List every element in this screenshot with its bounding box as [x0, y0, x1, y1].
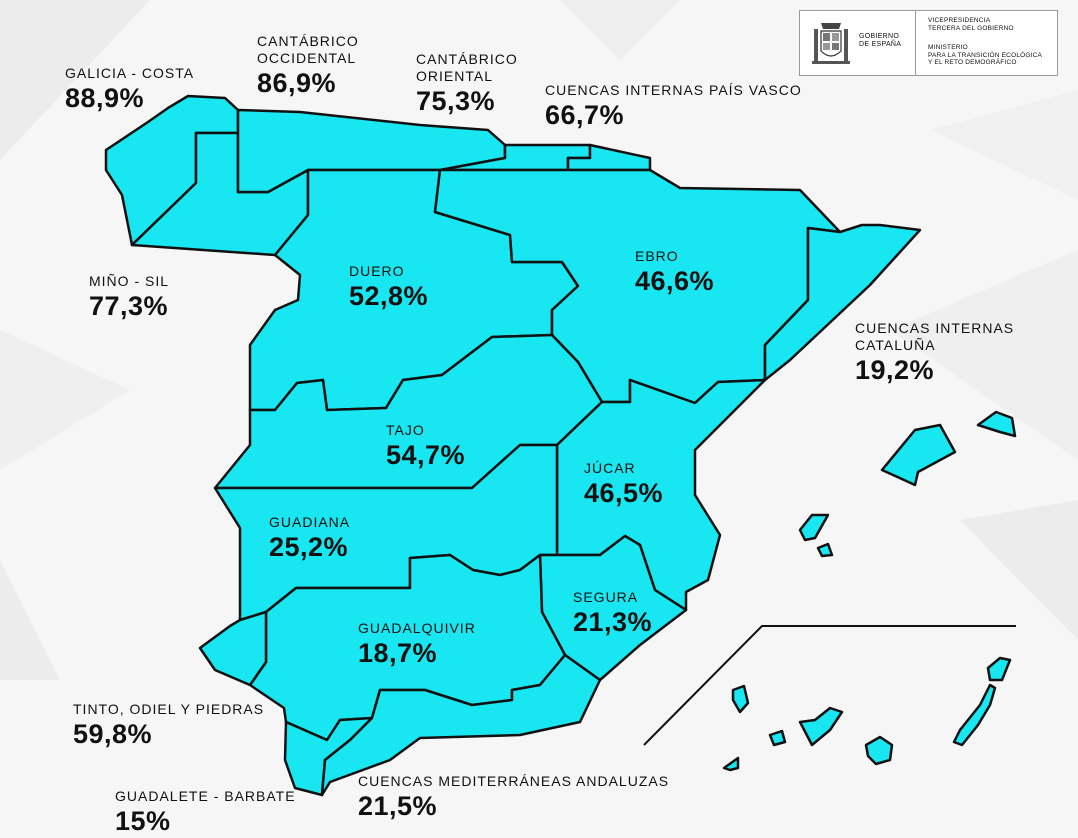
logo-vicepresidencia: VICEPRESIDENCIA — [928, 17, 991, 24]
label-guadalete-barbate: GUADALETE - BARBATE 15% — [115, 788, 296, 837]
basin-value: 75,3% — [416, 86, 496, 116]
canary-el-hierro[interactable] — [722, 756, 740, 772]
basin-name: GUADIANA — [269, 514, 351, 530]
coat-of-arms-icon — [812, 23, 850, 64]
basin-tinto-odiel-piedras[interactable] — [198, 610, 268, 687]
basin-name: GALICIA - COSTA — [65, 65, 195, 81]
canary-tenerife[interactable] — [798, 706, 844, 747]
basin-name: ORIENTAL — [416, 68, 493, 84]
basin-name: GUADALETE - BARBATE — [115, 788, 296, 804]
basin-value: 59,8% — [73, 719, 153, 749]
label-guadiana: GUADIANA 25,2% — [269, 514, 350, 563]
logo-tercera: TERCERA DEL GOBIERNO — [928, 24, 1014, 32]
balearic-mallorca[interactable] — [880, 423, 957, 487]
basin-value: 54,7% — [386, 440, 466, 470]
basin-name: EBRO — [635, 248, 679, 264]
label-pais-vasco: CUENCAS INTERNAS PAÍS VASCO 66,7% — [545, 82, 802, 131]
label-cantabrico-occidental: CANTÁBRICO OCCIDENTAL 86,9% — [257, 33, 359, 99]
basin-name: DUERO — [349, 263, 405, 279]
government-logo: GOBIERNO DE ESPAÑA VICEPRESIDENCIA TERCE… — [799, 10, 1058, 76]
basin-cataluna[interactable] — [763, 223, 922, 382]
basin-name: CANTÁBRICO — [416, 51, 518, 67]
canary-inset-frame — [643, 625, 1016, 746]
basin-value: 18,7% — [358, 638, 438, 668]
canary-la-gomera[interactable] — [768, 729, 787, 747]
logo-de-espana: DE ESPAÑA — [859, 41, 902, 48]
basin-name: CUENCAS INTERNAS — [855, 320, 1015, 336]
label-galicia-costa: GALICIA - COSTA 88,9% — [65, 65, 194, 114]
logo-ministerio: MINISTERIO — [928, 44, 968, 51]
basin-value: 46,5% — [584, 478, 664, 508]
label-segura: SEGURA 21,3% — [573, 589, 652, 638]
label-tinto-odiel-piedras: TINTO, ODIEL Y PIEDRAS 59,8% — [73, 701, 264, 750]
basin-value: 15% — [115, 806, 171, 836]
label-tajo: TAJO 54,7% — [386, 422, 465, 471]
canary-fuerteventura[interactable] — [952, 683, 997, 747]
basin-value: 21,3% — [573, 607, 653, 637]
logo-gobierno: GOBIERNO — [859, 33, 900, 40]
logo-para-la: PARA LA TRANSICIÓN ECOLÓGICA — [928, 51, 1043, 59]
basin-name: OCCIDENTAL — [257, 50, 357, 66]
basin-name: MIÑO - SIL — [89, 273, 170, 289]
label-jucar: JÚCAR 46,5% — [584, 460, 663, 509]
basin-value: 25,2% — [269, 532, 349, 562]
basin-value: 52,8% — [349, 281, 429, 311]
label-mediterraneas-andaluzas: CUENCAS MEDITERRÁNEAS ANDALUZAS 21,5% — [358, 773, 669, 822]
basin-name: TAJO — [386, 422, 425, 438]
basin-name: JÚCAR — [584, 460, 636, 476]
basin-value: 21,5% — [358, 791, 438, 821]
label-ebro: EBRO 46,6% — [635, 248, 714, 297]
basin-value: 66,7% — [545, 100, 625, 130]
basin-value: 19,2% — [855, 355, 935, 385]
balearic-ibiza[interactable] — [798, 513, 830, 542]
label-cantabrico-oriental: CANTÁBRICO ORIENTAL 75,3% — [416, 51, 518, 117]
basin-name: CUENCAS MEDITERRÁNEAS ANDALUZAS — [358, 773, 670, 789]
label-cataluna: CUENCAS INTERNAS CATALUÑA 19,2% — [855, 320, 1014, 386]
balearic-formentera[interactable] — [816, 542, 834, 558]
basin-value: 46,6% — [635, 266, 715, 296]
basin-name: CANTÁBRICO — [257, 33, 359, 49]
basin-name: GUADALQUIVIR — [358, 620, 476, 636]
canary-lanzarote[interactable] — [986, 656, 1012, 682]
logo-reto: Y EL RETO DEMOGRÁFICO — [928, 59, 1017, 66]
label-mino-sil: MIÑO - SIL 77,3% — [89, 273, 169, 322]
basin-name: TINTO, ODIEL Y PIEDRAS — [73, 701, 265, 717]
basin-value: 88,9% — [65, 83, 145, 113]
canary-la-palma[interactable] — [731, 684, 750, 714]
basin-name: CATALUÑA — [855, 337, 936, 353]
label-duero: DUERO 52,8% — [349, 263, 428, 312]
basin-value: 86,9% — [257, 68, 337, 98]
basin-mediterraneas-andaluzas[interactable] — [320, 653, 602, 797]
logo-divider — [915, 11, 916, 75]
basin-name: CUENCAS INTERNAS PAÍS VASCO — [545, 82, 802, 98]
basin-value: 77,3% — [89, 291, 169, 321]
canary-gran-canaria[interactable] — [864, 735, 894, 766]
basin-name: SEGURA — [573, 589, 639, 605]
balearic-menorca[interactable] — [976, 410, 1017, 438]
label-guadalquivir: GUADALQUIVIR 18,7% — [358, 620, 476, 669]
